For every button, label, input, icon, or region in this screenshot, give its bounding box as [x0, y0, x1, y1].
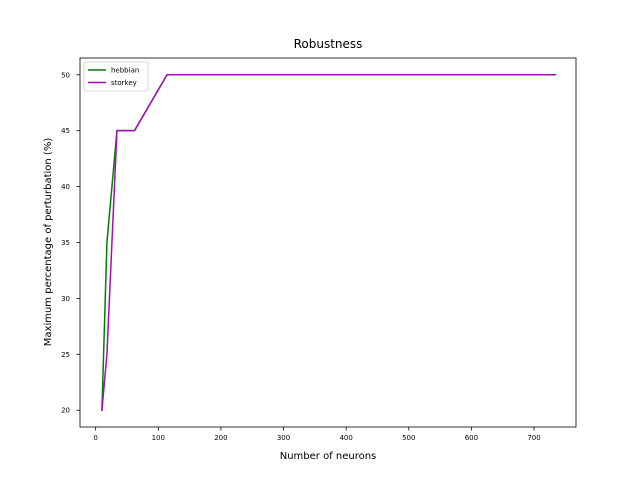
y-tick-label: 40 [61, 183, 70, 191]
x-tick-label: 500 [402, 434, 415, 442]
y-axis-label: Maximum percentage of perturbation (%) [43, 138, 54, 347]
x-axis: 0 100 200 300 400 500 600 700 [93, 427, 541, 442]
x-tick-label: 300 [277, 434, 290, 442]
x-tick-label: 100 [152, 434, 165, 442]
x-tick-label: 700 [527, 434, 540, 442]
series-line-storkey [101, 74, 557, 412]
x-tick-label: 600 [465, 434, 478, 442]
x-axis-label: Number of neurons [280, 451, 377, 462]
y-axis: 20 25 30 35 40 45 50 [61, 71, 80, 415]
y-tick-label: 30 [61, 295, 70, 303]
y-tick-label: 35 [61, 239, 70, 247]
y-tick-label: 50 [61, 71, 70, 79]
legend-label-hebbian: hebbian [111, 67, 139, 75]
y-tick-label: 20 [61, 407, 70, 415]
x-tick-label: 200 [214, 434, 227, 442]
chart-title: Robustness [294, 37, 363, 51]
x-tick-label: 400 [339, 434, 352, 442]
legend: hebbian storkey [83, 61, 149, 92]
y-tick-label: 45 [61, 127, 70, 135]
y-tick-label: 25 [61, 351, 70, 359]
x-tick-label: 0 [93, 434, 97, 442]
legend-label-storkey: storkey [111, 79, 137, 87]
